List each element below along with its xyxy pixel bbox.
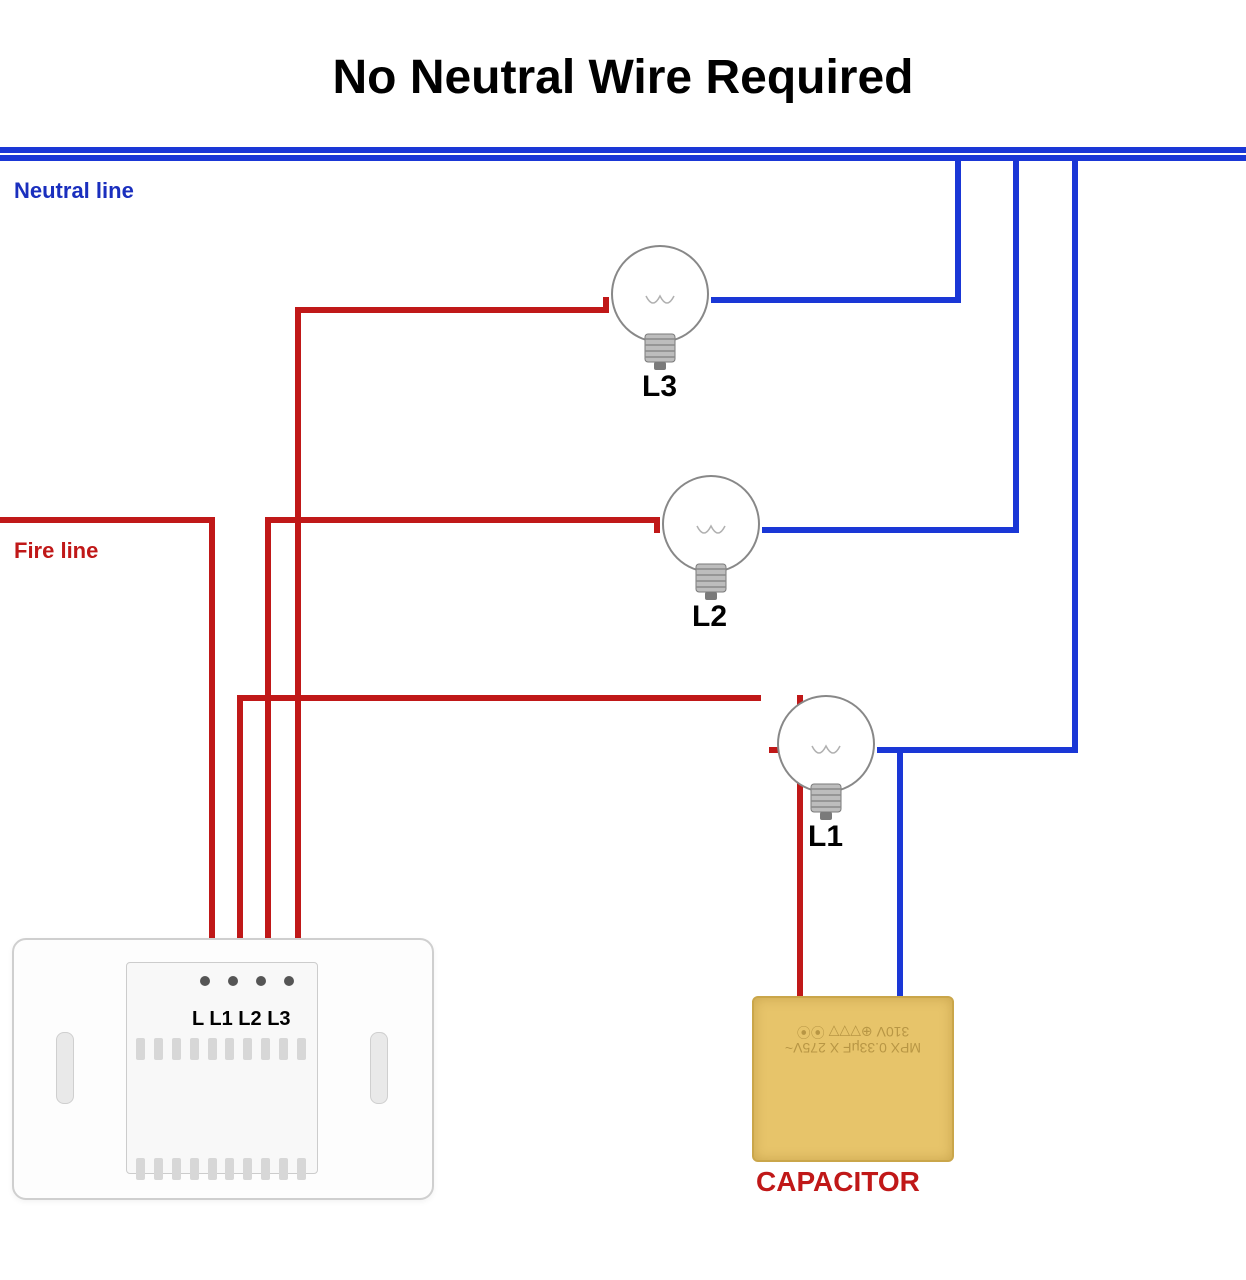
vent-slot xyxy=(225,1158,234,1180)
bulb-icon xyxy=(778,696,874,820)
diagram-canvas: No Neutral Wire Required Neutral line Fi… xyxy=(0,0,1246,1280)
vent-slot xyxy=(136,1038,145,1060)
vent-slot xyxy=(261,1038,270,1060)
vent-slot xyxy=(172,1158,181,1180)
vent-slot xyxy=(279,1158,288,1180)
terminal-hole xyxy=(256,976,266,986)
terminal-hole xyxy=(228,976,238,986)
vent-slot xyxy=(297,1158,306,1180)
capacitor-label: CAPACITOR xyxy=(756,1166,920,1198)
vent-slot xyxy=(154,1038,163,1060)
mounting-slot xyxy=(370,1032,388,1104)
terminal-hole xyxy=(200,976,210,986)
vent-slot xyxy=(225,1038,234,1060)
bulb-icon xyxy=(663,476,759,600)
capacitor-component: MPX 0.33μF X 275V~ 310V ⊕▽▽▽ ⦿⦿ xyxy=(752,996,954,1162)
vent-slot xyxy=(154,1158,163,1180)
bulb-icon xyxy=(612,246,708,370)
vent-slot xyxy=(243,1038,252,1060)
vent-slot xyxy=(261,1158,270,1180)
vent-slot xyxy=(190,1158,199,1180)
vent-slot xyxy=(279,1038,288,1060)
vent-slot xyxy=(136,1158,145,1180)
vent-slot xyxy=(208,1038,217,1060)
vent-slot xyxy=(297,1038,306,1060)
bulb-l1-label: L1 xyxy=(808,820,843,854)
fire-line-label: Fire line xyxy=(14,538,98,564)
bulb-l2-label: L2 xyxy=(692,600,727,634)
vent-slot xyxy=(208,1158,217,1180)
switch-terminal-labels: L L1 L2 L3 xyxy=(192,1008,291,1031)
vent-slot xyxy=(172,1038,181,1060)
terminal-hole xyxy=(284,976,294,986)
bulb-l3-label: L3 xyxy=(642,370,677,404)
mounting-slot xyxy=(56,1032,74,1104)
vent-slot xyxy=(190,1038,199,1060)
capacitor-markings: MPX 0.33μF X 275V~ 310V ⊕▽▽▽ ⦿⦿ xyxy=(783,1024,923,1056)
neutral-line-label: Neutral line xyxy=(14,178,134,204)
vent-slot xyxy=(243,1158,252,1180)
switch-inner xyxy=(126,962,318,1174)
